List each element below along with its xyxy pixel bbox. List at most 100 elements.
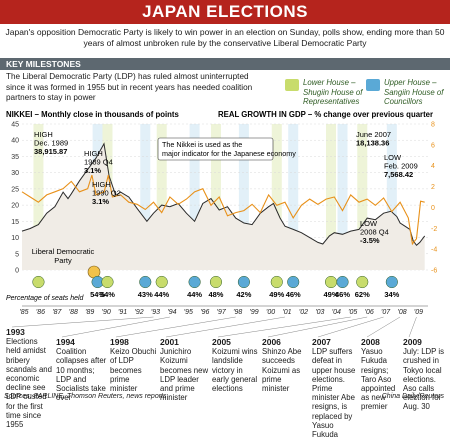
election-band <box>156 124 167 270</box>
right-tick-label: 8 <box>431 122 435 129</box>
nikkei-high-sub: Dec. 1989 <box>34 139 68 148</box>
year-label: '86 <box>36 309 45 316</box>
page-title: JAPAN ELECTIONS <box>0 0 450 24</box>
election-band <box>140 124 151 270</box>
gdp-low-sub: 2008 Q4 <box>360 228 389 237</box>
election-marker <box>324 275 338 289</box>
seat-percentage: 44% <box>154 290 169 299</box>
event-year: 2008 <box>361 337 380 347</box>
year-label: '01 <box>282 309 291 316</box>
key-milestones-text: The Liberal Democratic Party (LDP) has r… <box>6 72 253 102</box>
legend-lower-house: Lower House – Shugiin House of Represent… <box>285 78 367 107</box>
event-text: Koizumi wins landslide victory in early … <box>212 347 258 394</box>
seat-percentage: 62% <box>355 290 370 299</box>
nikkei-june-2007-title: June 2007 <box>356 130 391 139</box>
left-tick-label: 40 <box>11 138 19 145</box>
gdp-high-1990-sub: 1990 Q2 <box>92 189 121 198</box>
election-band <box>238 124 249 270</box>
legend-upper-house: Upper House – Sangiin House of Councillo… <box>366 78 450 107</box>
event-text: July: LDP is crushed in Tokyo local elec… <box>403 347 445 412</box>
election-marker <box>139 275 152 289</box>
year-label: '85 <box>19 309 28 316</box>
seat-percentage: 46% <box>335 290 350 299</box>
seat-percentage: 46% <box>286 290 301 299</box>
year-label: '94 <box>167 309 176 316</box>
gdp-high-1990-value: 3.1% <box>92 197 109 206</box>
event-leader-line <box>217 316 351 338</box>
nikkei-callout-line-2: major indicator for the Japanese economy <box>162 149 296 158</box>
event-text: Yasuo Fukuda resigns; Taro Aso appointed… <box>361 347 396 412</box>
seat-percentage: 43% <box>138 290 153 299</box>
election-band <box>271 124 282 270</box>
election-band <box>326 124 337 270</box>
election-band <box>210 124 221 270</box>
event-1998: 1998 Keizo Obuchi of LDP becomes prime mi… <box>110 337 157 394</box>
year-label: '91 <box>118 309 127 316</box>
election-band <box>357 124 368 270</box>
nikkei-legend: NIKKEI – Monthly close in thousands of p… <box>6 110 180 119</box>
left-tick-label: 15 <box>11 219 19 226</box>
seats-held-label: Percentage of seats held <box>6 295 85 302</box>
gdp-low-value: -3.5% <box>360 236 380 245</box>
seat-percentage: 48% <box>208 290 223 299</box>
gdp-high-1989-value: 3.1% <box>84 166 101 175</box>
right-tick-label: 0 <box>431 205 435 212</box>
event-text: Junichiro Koizumi becomes new LDP leader… <box>160 347 209 403</box>
nikkei-callout-line-1: The Nikkei is used as the <box>162 140 242 149</box>
left-tick-label: 5 <box>15 251 19 258</box>
right-tick-label: -4 <box>431 247 437 254</box>
election-marker <box>155 275 168 289</box>
year-label: '06 <box>365 309 374 316</box>
event-leader-line <box>61 316 170 338</box>
election-marker <box>101 275 114 289</box>
election-marker <box>356 275 369 289</box>
right-tick-label: 2 <box>431 184 435 191</box>
year-label: '95 <box>184 309 193 316</box>
election-marker <box>270 275 283 289</box>
event-leader-line <box>115 316 236 338</box>
year-label: '08 <box>397 309 406 316</box>
election-band <box>33 124 44 270</box>
event-year: 2001 <box>160 337 179 347</box>
event-2001: 2001 Junichiro Koizumi becomes new LDP le… <box>160 337 209 403</box>
election-marker <box>32 275 45 289</box>
credit-note: China Daily/Reuters <box>381 393 444 400</box>
event-year: 1993 <box>6 327 25 337</box>
seat-percentage: 54% <box>90 290 105 299</box>
nikkei-high-title: HIGH <box>34 130 53 139</box>
election-marker <box>385 275 398 289</box>
seat-percentage: 42% <box>236 290 251 299</box>
nikkei-area <box>22 143 425 270</box>
series-lines <box>21 142 426 247</box>
nikkei-high-value: 38,915.87 <box>34 147 67 156</box>
event-2007: 2007 LDP suffers defeat in upper house el… <box>312 337 358 439</box>
event-text: Shinzo Abe succeeds Koizumi as prime min… <box>262 347 302 394</box>
election-markers: 54%54% 43% 44% 44% 48% 42% 49% 46% 49%46% 62% 34%P… <box>6 275 400 302</box>
year-label: '97 <box>217 309 227 316</box>
year-label: '03 <box>315 309 324 316</box>
election-band <box>337 124 348 270</box>
upper-house-swatch <box>366 79 380 91</box>
nikkei-callout-box <box>157 137 274 161</box>
election-marker <box>287 275 300 289</box>
event-text: Keizo Obuchi of LDP becomes prime minist… <box>110 347 157 394</box>
event-text: LDP suffers defeat in upper house electi… <box>312 347 356 439</box>
gdp-low-title: LOW <box>360 219 378 228</box>
left-tick-label: 35 <box>11 154 19 161</box>
event-1993: 1993 Elections held amidst bribery scanda… <box>6 327 53 429</box>
year-label: '96 <box>200 309 209 316</box>
ldp-label-line-1: Liberal Democratic <box>32 247 95 256</box>
event-leader-lines <box>11 316 417 338</box>
election-marker <box>209 275 223 289</box>
axes: 0 5 10 15 20 25 30 35 40 45 -6 -4 -2 0 2 4 6 8 '85 '86 '87 '8… <box>11 122 437 317</box>
event-leader-line <box>317 316 384 338</box>
nikkei-low-title: LOW <box>384 153 402 162</box>
election-band <box>386 124 397 270</box>
year-label: '99 <box>250 309 259 316</box>
year-label: '93 <box>151 309 160 316</box>
seat-percentage: 49% <box>269 290 284 299</box>
year-label: '00 <box>266 309 275 316</box>
event-text: Coalition collapses after 10 months; LDP… <box>56 347 107 403</box>
left-tick-label: 10 <box>11 235 19 242</box>
year-label: '92 <box>134 309 143 316</box>
